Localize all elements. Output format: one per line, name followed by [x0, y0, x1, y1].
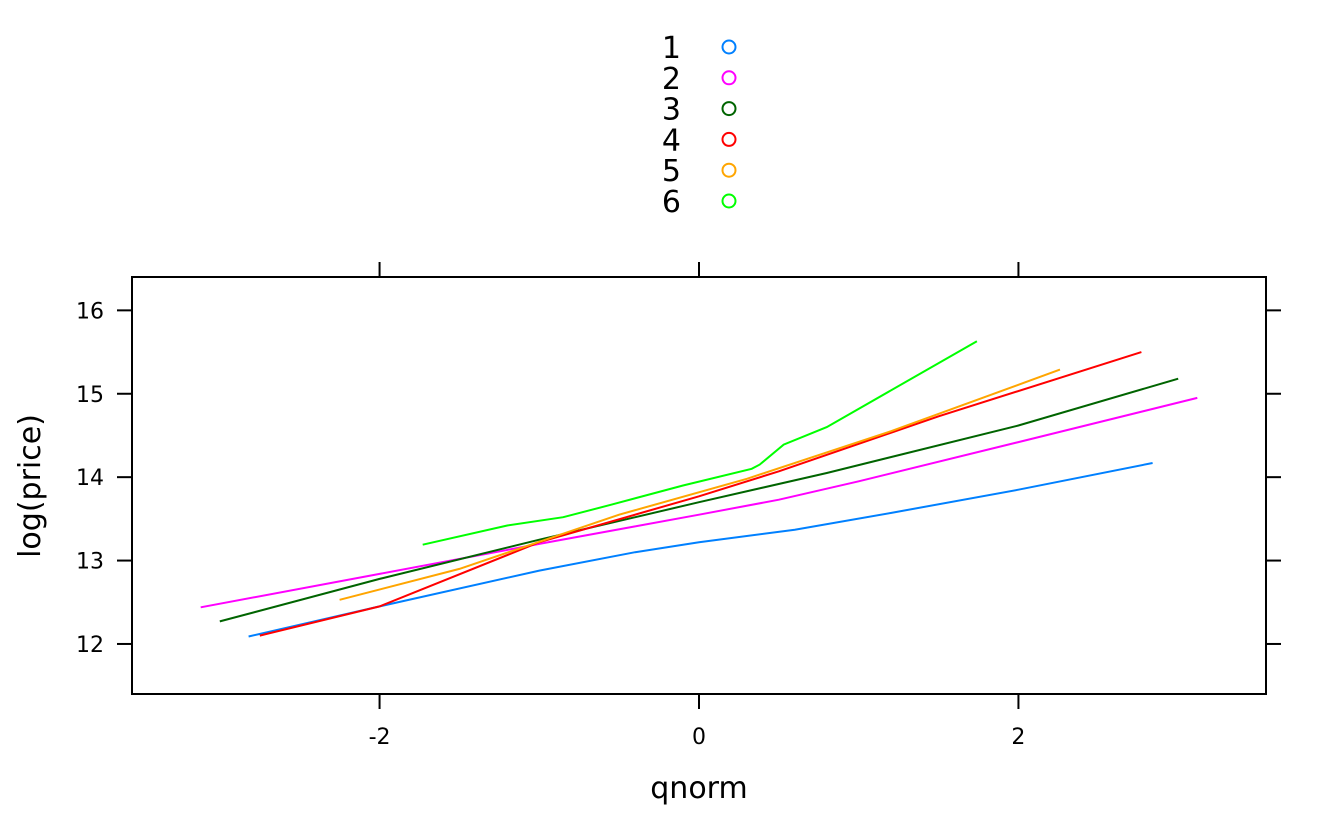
series-line-5: [339, 368, 1061, 601]
legend-marker-5: [721, 162, 737, 178]
x-tick-label: 2: [1011, 725, 1025, 750]
legend-marker-3: [721, 101, 737, 117]
plot-frame: [131, 276, 1267, 695]
x-tick-label: 0: [692, 725, 706, 750]
y-tick-label: 13: [76, 550, 104, 575]
x-axis-title: qnorm: [650, 771, 747, 806]
y-tick-label: 16: [76, 299, 104, 324]
x-tick-label: -2: [369, 725, 391, 750]
y-tick-label: 12: [76, 633, 104, 658]
series-line-4: [259, 351, 1142, 637]
axis-ticks: -2 0 2 12 13 14 15 16: [76, 262, 1281, 750]
y-tick-label: 14: [76, 466, 104, 491]
legend-label-6: 6: [662, 185, 681, 220]
legend-marker-6: [721, 193, 737, 209]
series-line-2: [200, 396, 1198, 609]
y-axis-title: log(price): [13, 414, 48, 558]
series-line-1: [248, 462, 1153, 638]
legend-label-5: 5: [662, 154, 681, 189]
series-line-3: [219, 377, 1179, 623]
legend-label-3: 3: [662, 93, 681, 128]
legend-label-2: 2: [662, 62, 681, 97]
legend-marker-4: [721, 131, 737, 147]
legend-marker-2: [721, 70, 737, 86]
series-layer: [200, 340, 1198, 638]
legend-label-4: 4: [662, 123, 681, 158]
y-tick-label: 15: [76, 383, 104, 408]
series-line-6: [422, 340, 978, 546]
legend-marker-1: [721, 39, 737, 55]
legend-label-1: 1: [662, 31, 681, 66]
